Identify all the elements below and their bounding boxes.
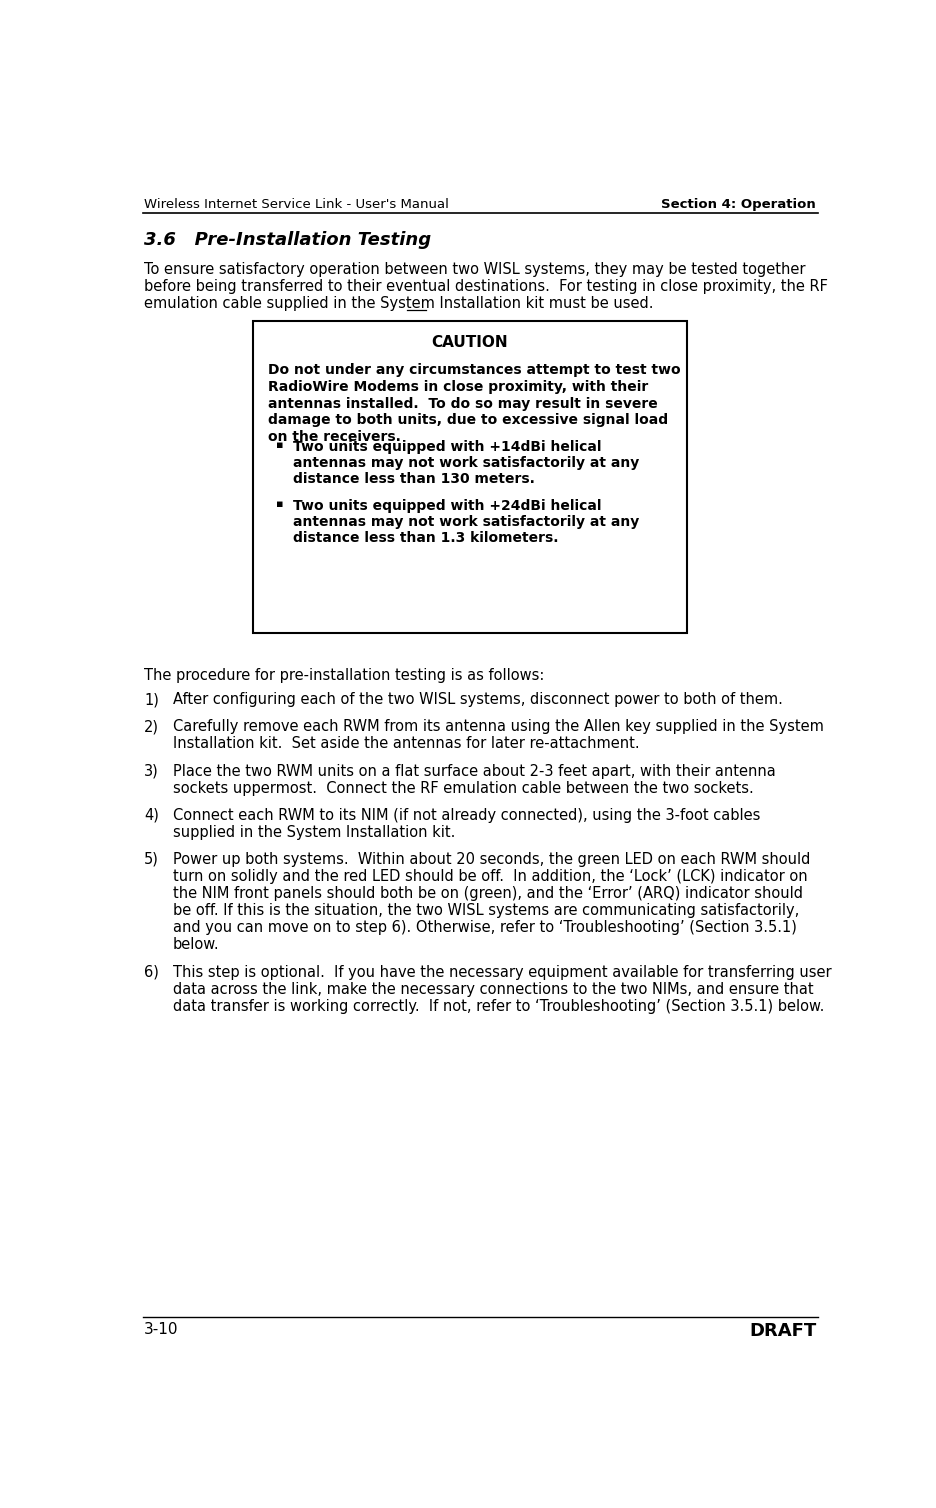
Text: 4): 4)	[144, 808, 159, 823]
Text: Carefully remove each RWM from its antenna using the Allen key supplied in the S: Carefully remove each RWM from its anten…	[173, 719, 823, 734]
Text: 3): 3)	[144, 763, 159, 778]
FancyBboxPatch shape	[253, 321, 686, 633]
Text: 1): 1)	[144, 692, 159, 707]
Text: data transfer is working correctly.  If not, refer to ‘Troubleshooting’ (Section: data transfer is working correctly. If n…	[173, 998, 824, 1013]
Text: turn on solidly and the red LED should be off.  In addition, the ‘Lock’ (LCK) in: turn on solidly and the red LED should b…	[173, 869, 807, 884]
Text: Wireless Internet Service Link - User's Manual: Wireless Internet Service Link - User's …	[144, 198, 448, 211]
Text: 5): 5)	[144, 852, 159, 867]
Text: sockets uppermost.  Connect the RF emulation cable between the two sockets.: sockets uppermost. Connect the RF emulat…	[173, 781, 753, 796]
Text: Two units equipped with +24dBi helical: Two units equipped with +24dBi helical	[293, 499, 601, 513]
Text: on the receivers.: on the receivers.	[268, 430, 401, 443]
Text: antennas may not work satisfactorily at any: antennas may not work satisfactorily at …	[293, 514, 638, 529]
Text: After configuring each of the two WISL systems, disconnect power to both of them: After configuring each of the two WISL s…	[173, 692, 782, 707]
Text: ▪: ▪	[276, 440, 284, 449]
Text: and you can move on to step 6). Otherwise, refer to ‘Troubleshooting’ (Section 3: and you can move on to step 6). Otherwis…	[173, 920, 796, 935]
Text: Section 4: Operation: Section 4: Operation	[661, 198, 815, 211]
Text: 3.6   Pre-Installation Testing: 3.6 Pre-Installation Testing	[144, 231, 431, 249]
Text: Power up both systems.  Within about 20 seconds, the green LED on each RWM shoul: Power up both systems. Within about 20 s…	[173, 852, 810, 867]
Text: the NIM front panels should both be on (green), and the ‘Error’ (ARQ) indicator : the NIM front panels should both be on (…	[173, 887, 802, 902]
Text: RadioWire Modems in close proximity, with their: RadioWire Modems in close proximity, wit…	[268, 380, 648, 394]
Text: CAUTION: CAUTION	[431, 335, 507, 350]
Text: be off. If this is the situation, the two WISL systems are communicating satisfa: be off. If this is the situation, the tw…	[173, 903, 798, 918]
Text: damage to both units, due to excessive signal load: damage to both units, due to excessive s…	[268, 413, 667, 427]
Text: distance less than 1.3 kilometers.: distance less than 1.3 kilometers.	[293, 531, 558, 544]
Text: 3-10: 3-10	[144, 1323, 179, 1338]
Text: The procedure for pre-installation testing is as follows:: The procedure for pre-installation testi…	[144, 668, 544, 683]
Text: below.: below.	[173, 938, 219, 953]
Text: data across the link, make the necessary connections to the two NIMs, and ensure: data across the link, make the necessary…	[173, 982, 812, 997]
Text: antennas may not work satisfactorily at any: antennas may not work satisfactorily at …	[293, 457, 638, 470]
Text: before being transferred to their eventual destinations.  For testing in close p: before being transferred to their eventu…	[144, 279, 827, 294]
Text: Connect each RWM to its NIM (if not already connected), using the 3-foot cables: Connect each RWM to its NIM (if not alre…	[173, 808, 759, 823]
Text: ▪: ▪	[276, 499, 284, 508]
Text: Place the two RWM units on a flat surface about 2-3 feet apart, with their anten: Place the two RWM units on a flat surfac…	[173, 763, 775, 778]
Text: antennas installed.  To do so may result in severe: antennas installed. To do so may result …	[268, 397, 657, 410]
Text: This step is optional.  If you have the necessary equipment available for transf: This step is optional. If you have the n…	[173, 965, 830, 980]
Text: DRAFT: DRAFT	[748, 1323, 815, 1341]
Text: distance less than 130 meters.: distance less than 130 meters.	[293, 472, 534, 487]
Text: supplied in the System Installation kit.: supplied in the System Installation kit.	[173, 825, 455, 840]
Text: 6): 6)	[144, 965, 159, 980]
Text: Two units equipped with +14dBi helical: Two units equipped with +14dBi helical	[293, 440, 601, 454]
Text: 2): 2)	[144, 719, 159, 734]
Text: Installation kit.  Set aside the antennas for later re-attachment.: Installation kit. Set aside the antennas…	[173, 736, 639, 751]
Text: Do not under any circumstances attempt to test two: Do not under any circumstances attempt t…	[268, 363, 680, 377]
Text: To ensure satisfactory operation between two WISL systems, they may be tested to: To ensure satisfactory operation between…	[144, 262, 805, 277]
Text: emulation cable supplied in the System Installation kit must be used.: emulation cable supplied in the System I…	[144, 296, 653, 311]
